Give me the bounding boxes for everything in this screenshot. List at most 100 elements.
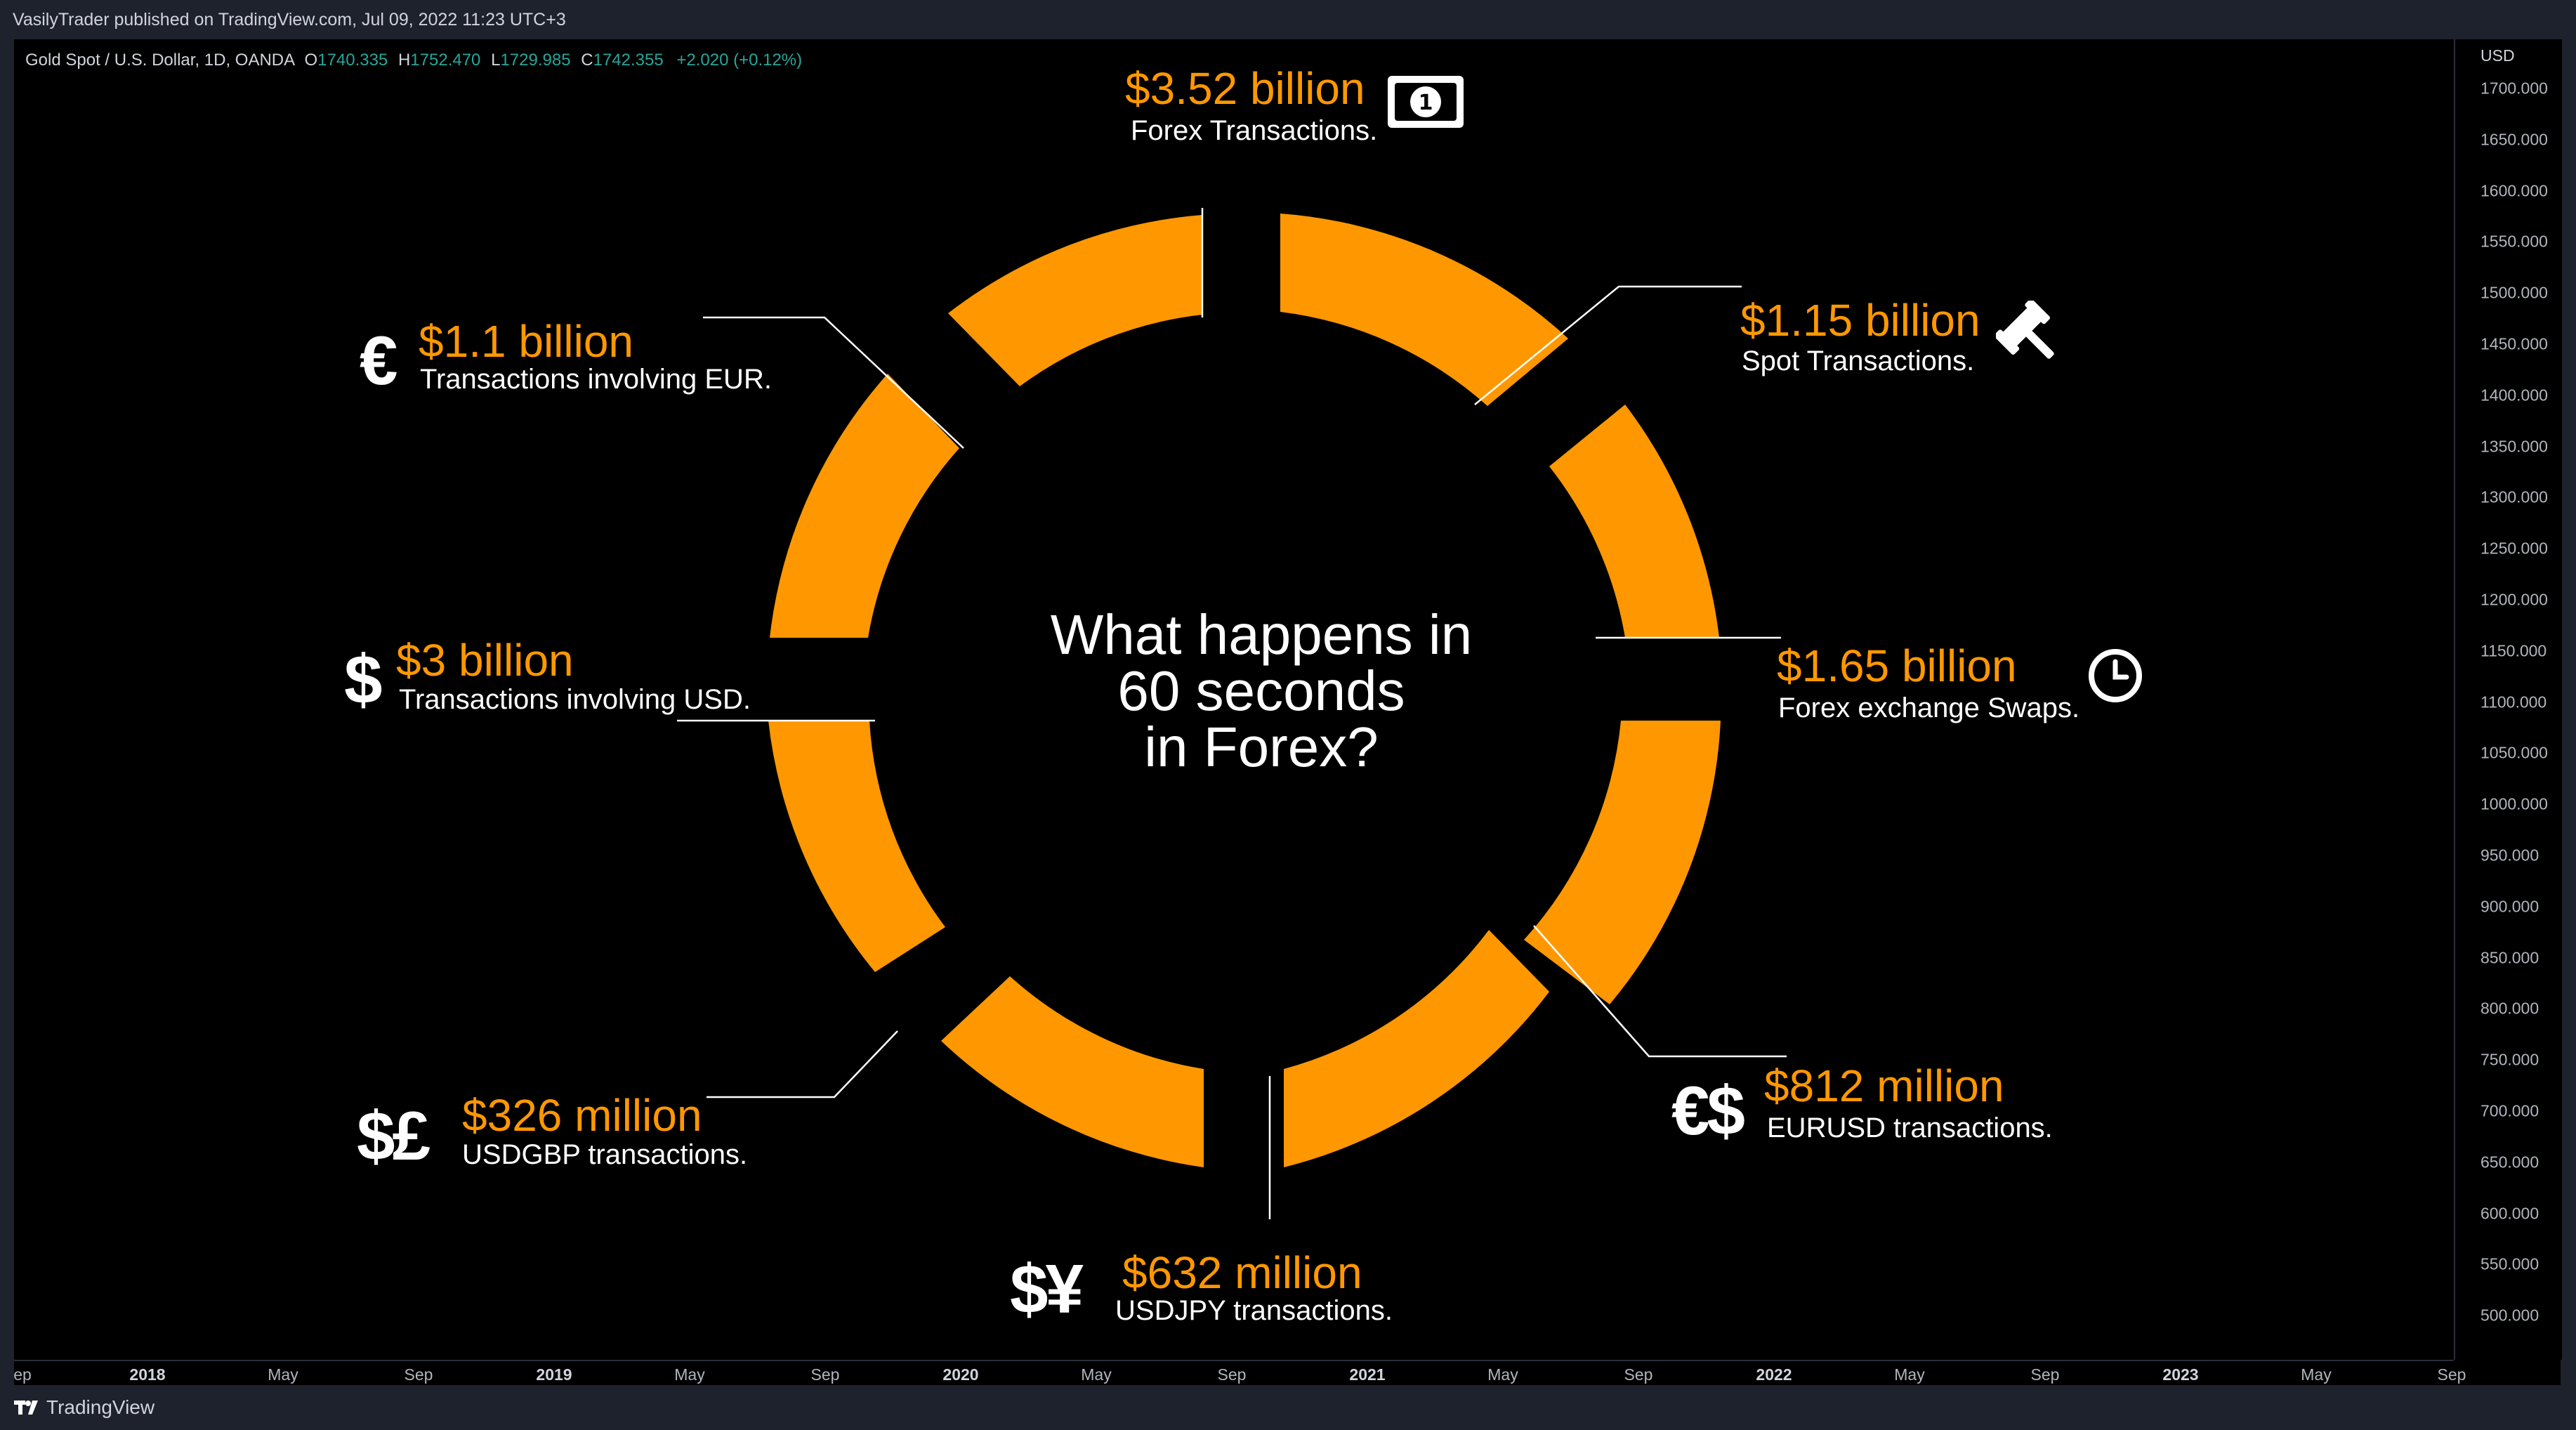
close-label: C <box>581 51 593 70</box>
publish-bar: VasilyTrader published on TradingView.co… <box>0 0 2576 39</box>
title-line-1: What happens in <box>1050 603 1473 666</box>
time-label: May <box>1081 1365 1112 1384</box>
swaps-label: Forex exchange Swaps. <box>1778 693 2080 723</box>
ring-segment-right-upper <box>1549 405 1719 638</box>
price-label: 900.000 <box>2480 897 2539 916</box>
price-label: 500.000 <box>2480 1306 2539 1325</box>
gavel-icon <box>1996 301 2054 359</box>
price-label: 1150.000 <box>2480 641 2547 660</box>
clock-icon <box>2089 649 2142 702</box>
high-label: H <box>397 51 411 70</box>
price-label: 1650.000 <box>2480 130 2548 149</box>
time-label: ep <box>13 1365 32 1384</box>
low-label: L <box>491 51 501 70</box>
chart-area[interactable]: Gold Spot / U.S. Dollar, 1D, OANDA O1740… <box>13 39 2562 1386</box>
tradingview-logo-icon[interactable] <box>14 1401 42 1416</box>
usdgbp-amount: $326 million <box>462 1090 702 1141</box>
time-label-year: 2021 <box>1349 1365 1386 1384</box>
eur-label: Transactions involving EUR. <box>420 364 772 395</box>
price-label: 850.000 <box>2480 948 2539 967</box>
forex-ring <box>677 208 1787 1219</box>
spot-transactions-amount: $1.15 billion <box>1740 295 1980 346</box>
time-label: May <box>2301 1365 2332 1384</box>
high-value: 1752.470 <box>410 51 481 70</box>
price-label: 600.000 <box>2480 1204 2539 1223</box>
price-label: 1200.000 <box>2480 590 2548 609</box>
footer-bar: TradingView <box>0 1385 2576 1430</box>
time-label-year: 2018 <box>129 1365 166 1384</box>
price-label: 1250.000 <box>2480 539 2548 558</box>
eur-usd-symbols: €$ <box>1671 1072 1745 1149</box>
price-label: 1000.000 <box>2480 794 2548 813</box>
ring-segment-left-lower <box>768 721 945 972</box>
tradingview-brand[interactable]: TradingView <box>46 1396 155 1418</box>
svg-text:1: 1 <box>1419 91 1433 115</box>
usdgbp-label: USDGBP transactions. <box>462 1139 748 1170</box>
price-label: 1300.000 <box>2480 487 2548 506</box>
publish-text: VasilyTrader published on TradingView.co… <box>13 10 566 29</box>
price-label: 1600.000 <box>2480 181 2548 200</box>
usd-symbol: $ <box>344 641 382 718</box>
time-label: Sep <box>1217 1365 1247 1384</box>
usd-gbp-symbols: $£ <box>357 1097 431 1174</box>
ring-segment-top-left <box>948 215 1202 386</box>
price-label: 1450.000 <box>2480 334 2548 353</box>
spot-transactions-label: Spot Transactions. <box>1742 346 1975 376</box>
eur-symbol: € <box>360 322 397 399</box>
symbol-legend[interactable]: Gold Spot / U.S. Dollar, 1D, OANDA O1740… <box>25 51 802 70</box>
close-value: 1742.355 <box>593 51 664 70</box>
center-title: What happens in 60 seconds in Forex? <box>959 607 1563 775</box>
usdjpy-amount: $632 million <box>1122 1247 1362 1298</box>
price-label: 1100.000 <box>2480 693 2547 711</box>
price-label: 1700.000 <box>2480 79 2548 98</box>
time-label-year: 2022 <box>1756 1365 1792 1384</box>
price-label: 650.000 <box>2480 1153 2539 1172</box>
time-label-year: 2023 <box>2162 1365 2199 1384</box>
currency-label: USD <box>2480 46 2515 65</box>
ring-segment-bottom-right <box>1284 930 1549 1167</box>
time-label: May <box>674 1365 705 1384</box>
usd-jpy-symbols: $¥ <box>1010 1250 1084 1327</box>
banknote-icon: 1 <box>1388 76 1464 128</box>
leader-lines <box>677 208 1787 1219</box>
title-line-3: in Forex? <box>1144 716 1379 778</box>
usdjpy-label: USDJPY transactions. <box>1115 1295 1393 1326</box>
price-label: 1550.000 <box>2480 232 2548 251</box>
time-label: Sep <box>2437 1365 2466 1384</box>
time-label: May <box>1487 1365 1518 1384</box>
usd-amount: $3 billion <box>396 635 574 686</box>
low-value: 1729.985 <box>500 51 571 70</box>
swaps-amount: $1.65 billion <box>1777 641 2017 691</box>
forex-transactions-label: Forex Transactions. <box>1131 115 1378 146</box>
price-axis[interactable]: USD 1700.000 1650.000 1600.000 1550.000 1500… <box>2454 39 2562 1360</box>
eurusd-label: EURUSD transactions. <box>1767 1113 2053 1143</box>
title-line-2: 60 seconds <box>1117 660 1405 722</box>
usd-label: Transactions involving USD. <box>399 684 751 715</box>
time-label: May <box>1894 1365 1925 1384</box>
time-label-year: 2019 <box>536 1365 572 1384</box>
eurusd-amount: $812 million <box>1764 1061 2004 1111</box>
time-label: Sep <box>810 1365 840 1384</box>
price-label: 1400.000 <box>2480 386 2548 405</box>
time-label: May <box>268 1365 298 1384</box>
time-label-year: 2020 <box>942 1365 979 1384</box>
open-value: 1740.335 <box>317 51 388 70</box>
price-label: 1050.000 <box>2480 743 2548 762</box>
change-value: +2.020 (+0.12%) <box>676 51 803 70</box>
price-label: 750.000 <box>2480 1050 2539 1069</box>
price-label: 1500.000 <box>2480 283 2548 302</box>
time-axis[interactable]: ep 2018 May Sep 2019 May Sep 2020 May Sep 2021 May S… <box>13 1360 2466 1386</box>
price-label: 800.000 <box>2480 999 2539 1018</box>
ring-segments <box>768 214 1721 1167</box>
eur-amount: $1.1 billion <box>419 316 633 367</box>
ring-segment-right-lower <box>1524 721 1721 1004</box>
price-label: 950.000 <box>2480 846 2539 865</box>
price-label: 550.000 <box>2480 1254 2539 1273</box>
price-label: 700.000 <box>2480 1101 2539 1120</box>
open-label: O <box>304 51 318 70</box>
symbol-name[interactable]: Gold Spot / U.S. Dollar, 1D, OANDA <box>25 51 294 70</box>
forex-transactions-amount: $3.52 billion <box>1125 63 1365 114</box>
ring-segment-top-right <box>1280 214 1568 406</box>
price-label: 1350.000 <box>2480 437 2548 456</box>
time-label: Sep <box>404 1365 433 1384</box>
